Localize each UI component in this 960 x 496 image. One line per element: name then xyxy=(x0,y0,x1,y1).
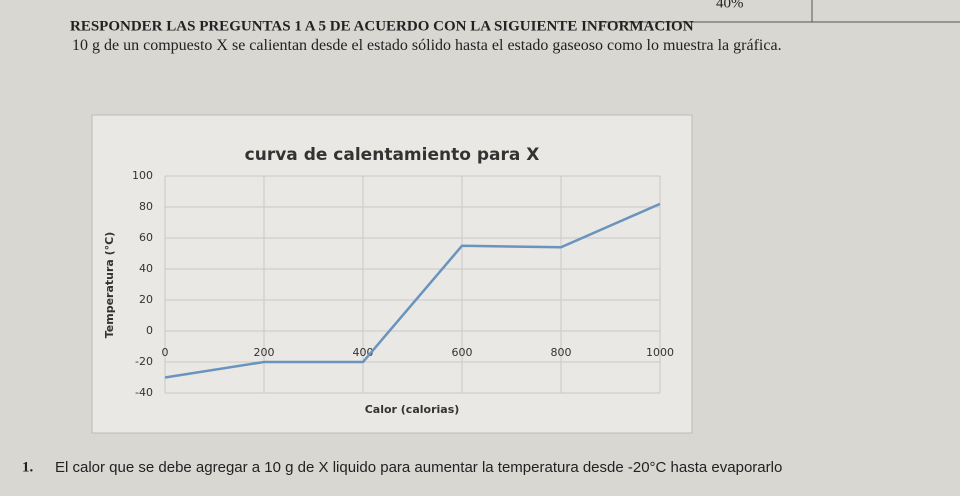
corner-text: 40% xyxy=(716,0,744,11)
y-tick-label: -20 xyxy=(135,355,153,368)
x-tick-label: 1000 xyxy=(646,346,674,359)
y-tick-label: 0 xyxy=(146,324,153,337)
x-tick-label: 800 xyxy=(551,346,572,359)
chart-frame xyxy=(91,114,693,434)
heading: RESPONDER LAS PREGUNTAS 1 A 5 DE ACUERDO… xyxy=(70,18,694,34)
x-tick-label: 200 xyxy=(254,346,275,359)
y-axis-label: Temperatura (°C) xyxy=(103,232,116,339)
x-axis-label: Calor (calorias) xyxy=(365,403,460,416)
x-tick-label: 600 xyxy=(452,346,473,359)
y-tick-label: 40 xyxy=(139,262,153,275)
question-text: El calor que se debe agregar a 10 g de X… xyxy=(55,459,782,476)
question-number: 1. xyxy=(22,459,34,475)
intro: 10 g de un compuesto X se calientan desd… xyxy=(72,38,782,54)
intro-box: 10 g de un compuesto X se calientan desd… xyxy=(72,38,782,54)
y-tick-label: 80 xyxy=(139,200,153,213)
chart-title: curva de calentamiento para X xyxy=(245,145,540,165)
y-tick-label: 20 xyxy=(139,293,153,306)
y-tick-label: 100 xyxy=(132,169,153,182)
data-line xyxy=(164,202,661,379)
y-tick-label: -40 xyxy=(135,386,153,399)
y-tick-label: 60 xyxy=(139,231,153,244)
x-tick-label: 0 xyxy=(162,346,169,359)
